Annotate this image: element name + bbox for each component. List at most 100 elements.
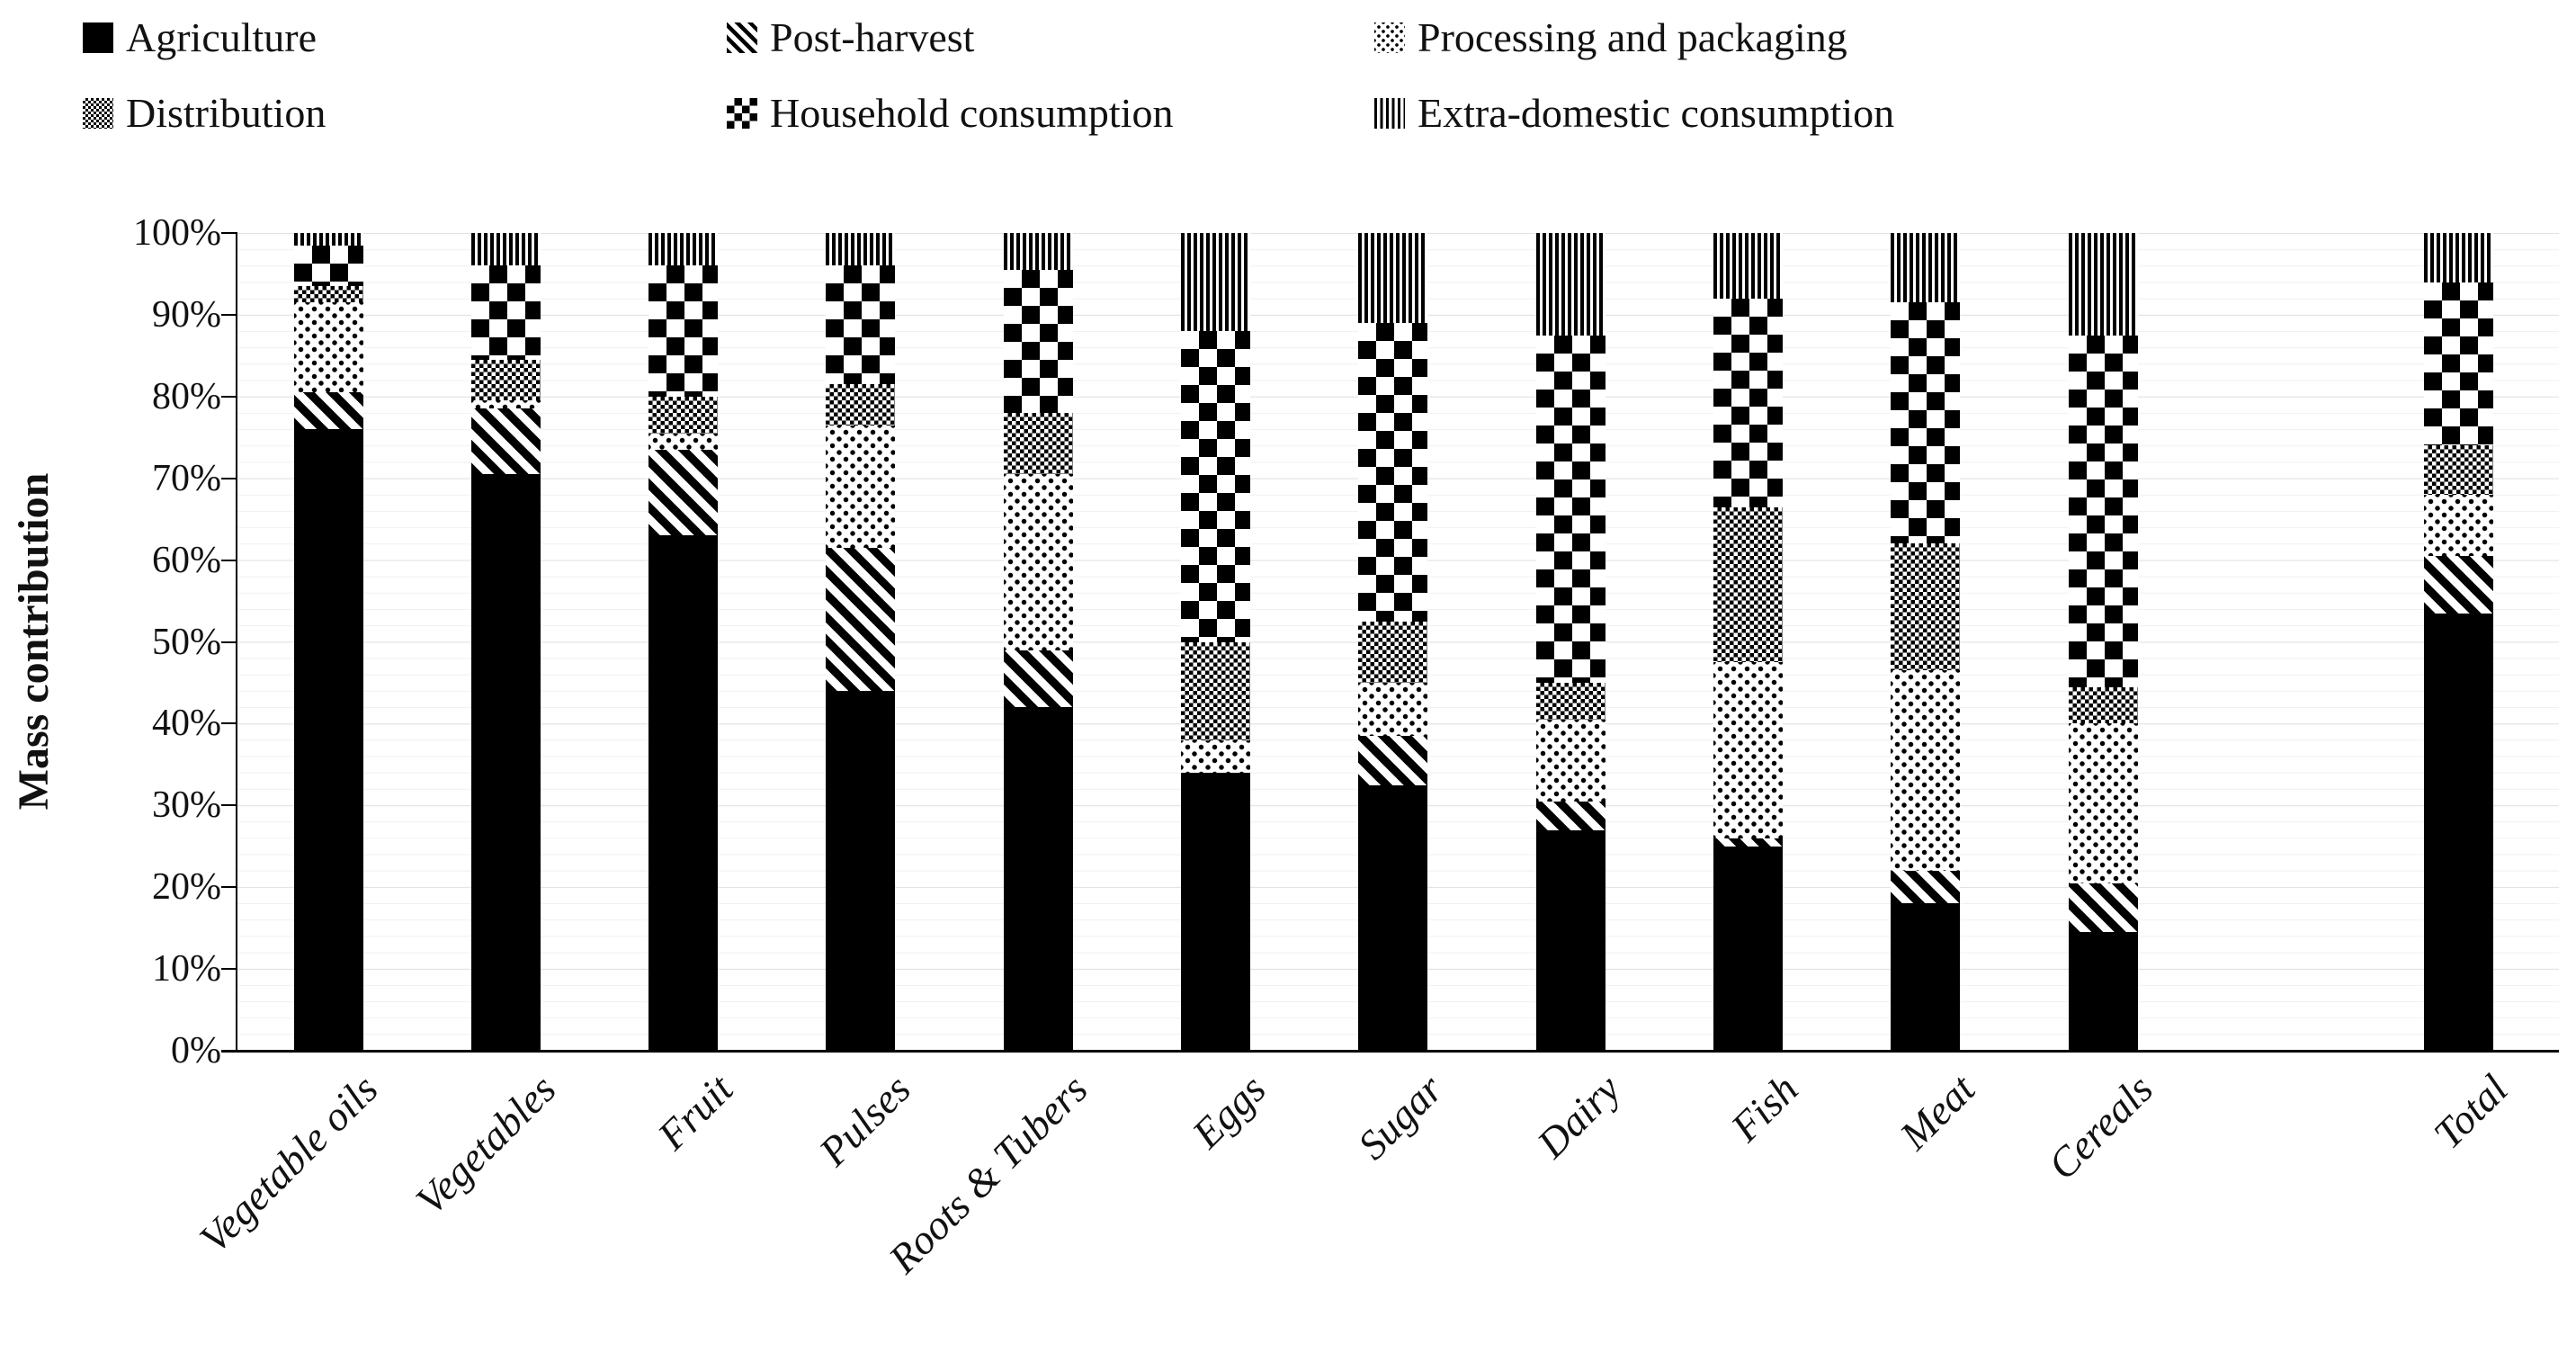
legend-swatch-post-harvest — [727, 22, 757, 53]
segment-post-harvest — [293, 392, 363, 430]
segment-agriculture — [648, 535, 719, 1051]
x-label-sugar: Sugar — [1348, 1065, 1452, 1169]
x-label-dairy: Dairy — [1527, 1065, 1629, 1167]
bar-pulses — [826, 233, 896, 1051]
y-tick — [221, 722, 237, 725]
y-tick-label-50: 50% — [152, 621, 221, 663]
y-tick-label-20: 20% — [152, 866, 221, 909]
segment-extra-domestic-consumption — [1003, 233, 1073, 270]
segment-agriculture — [1891, 903, 1961, 1051]
segment-post-harvest — [1535, 801, 1606, 830]
segment-agriculture — [1713, 846, 1783, 1051]
legend-item-household-consumption: Household consumption — [727, 90, 1173, 137]
y-tick — [221, 559, 237, 561]
segment-household-consumption — [1003, 269, 1073, 414]
y-tick-label-80: 80% — [152, 375, 221, 417]
x-label-fish: Fish — [1722, 1065, 1807, 1151]
segment-distribution — [1713, 506, 1783, 663]
y-tick — [221, 395, 237, 398]
segment-household-consumption — [1181, 331, 1250, 642]
segment-household-consumption — [470, 265, 541, 360]
legend-swatch-extra-domestic-consumption — [1374, 98, 1405, 129]
bar-dairy — [1535, 233, 1606, 1051]
bar-eggs — [1181, 233, 1250, 1051]
segment-processing-and-packaging — [826, 425, 896, 548]
segment-processing-and-packaging — [2423, 494, 2493, 557]
segment-extra-domestic-consumption — [1358, 233, 1428, 324]
x-label-meat: Meat — [1891, 1065, 1984, 1159]
bar-meat — [1891, 233, 1961, 1051]
legend-item-extra-domestic-consumption: Extra-domestic consumption — [1374, 90, 1894, 137]
segment-agriculture — [2423, 613, 2493, 1051]
segment-agriculture — [1181, 772, 1250, 1051]
segment-household-consumption — [2423, 282, 2493, 446]
plot-area — [237, 233, 2559, 1051]
x-label-vegetables: Vegetables — [406, 1065, 565, 1223]
segment-distribution — [2423, 445, 2493, 495]
bar-cereals — [2068, 233, 2138, 1051]
segment-post-harvest — [1891, 871, 1961, 904]
segment-distribution — [648, 396, 719, 434]
segment-extra-domestic-consumption — [2423, 233, 2493, 282]
x-label-cereals: Cereals — [2038, 1065, 2161, 1188]
segment-processing-and-packaging — [648, 433, 719, 450]
legend-swatch-agriculture — [83, 22, 113, 53]
segment-processing-and-packaging — [1003, 474, 1073, 650]
x-axis-line — [221, 1050, 2559, 1053]
segment-extra-domestic-consumption — [1535, 233, 1606, 336]
segment-extra-domestic-consumption — [2068, 233, 2138, 336]
segment-processing-and-packaging — [1713, 662, 1783, 838]
legend-swatch-distribution — [83, 98, 113, 129]
segment-extra-domestic-consumption — [1891, 233, 1961, 303]
y-tick — [221, 1050, 237, 1052]
legend-item-agriculture: Agriculture — [83, 14, 317, 61]
segment-processing-and-packaging — [2068, 723, 2138, 883]
bar-total — [2423, 233, 2493, 1051]
bar-fruit — [648, 233, 719, 1051]
segment-processing-and-packaging — [293, 302, 363, 393]
y-tick-label-10: 10% — [152, 948, 221, 990]
segment-extra-domestic-consumption — [826, 233, 896, 266]
y-tick-label-100: 100% — [133, 212, 221, 254]
segment-post-harvest — [1003, 650, 1073, 708]
segment-processing-and-packaging — [470, 400, 541, 409]
y-tick — [221, 968, 237, 971]
segment-post-harvest — [1358, 736, 1428, 785]
legend-item-post-harvest: Post-harvest — [727, 14, 974, 61]
segment-agriculture — [293, 429, 363, 1051]
segment-household-consumption — [1713, 298, 1783, 507]
legend-label: Processing and packaging — [1418, 14, 1847, 60]
x-label-total: Total — [2425, 1065, 2517, 1158]
y-tick — [221, 313, 237, 316]
segment-distribution — [826, 384, 896, 426]
x-label-vegetable-oils: Vegetable oils — [191, 1065, 387, 1262]
legend-label: Post-harvest — [770, 14, 975, 60]
y-tick — [221, 232, 237, 234]
y-tick — [221, 886, 237, 889]
legend-label: Extra-domestic consumption — [1418, 90, 1895, 136]
x-label-pulses: Pulses — [809, 1065, 919, 1175]
segment-agriculture — [1003, 707, 1073, 1051]
segment-household-consumption — [293, 245, 363, 287]
segment-household-consumption — [1358, 323, 1428, 622]
bar-fish — [1713, 233, 1783, 1051]
segment-post-harvest — [1713, 838, 1783, 847]
segment-distribution — [293, 286, 363, 303]
bar-roots-tubers — [1003, 233, 1073, 1051]
x-label-fruit: Fruit — [648, 1065, 742, 1159]
segment-extra-domestic-consumption — [1713, 233, 1783, 299]
segment-processing-and-packaging — [1358, 682, 1428, 737]
segment-distribution — [1358, 621, 1428, 683]
segment-household-consumption — [1891, 302, 1961, 544]
legend-item-distribution: Distribution — [83, 90, 326, 137]
bar-sugar — [1358, 233, 1428, 1051]
segment-distribution — [1181, 641, 1250, 740]
segment-extra-domestic-consumption — [1181, 233, 1250, 332]
legend-label: Household consumption — [770, 90, 1174, 136]
segment-distribution — [1891, 543, 1961, 671]
segment-agriculture — [1358, 784, 1428, 1051]
segment-distribution — [470, 359, 541, 401]
legend-label: Distribution — [126, 90, 326, 136]
y-tick-label-0: 0% — [171, 1030, 221, 1071]
y-tick-label-30: 30% — [152, 784, 221, 827]
